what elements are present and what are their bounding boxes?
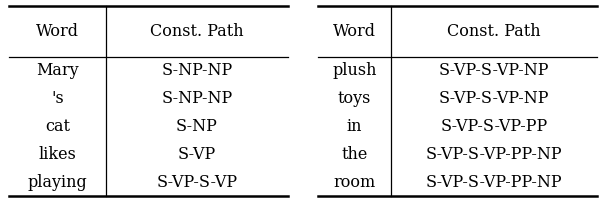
Text: Word: Word bbox=[36, 23, 79, 40]
Text: Word: Word bbox=[333, 23, 376, 40]
Text: in: in bbox=[347, 118, 362, 135]
Text: S-VP-S-VP-NP: S-VP-S-VP-NP bbox=[439, 90, 549, 107]
Text: plush: plush bbox=[332, 62, 377, 79]
Text: room: room bbox=[333, 174, 376, 190]
Text: S-NP-NP: S-NP-NP bbox=[161, 62, 233, 79]
Text: toys: toys bbox=[338, 90, 371, 107]
Text: Mary: Mary bbox=[36, 62, 79, 79]
Text: 's: 's bbox=[51, 90, 64, 107]
Text: S-VP-S-VP: S-VP-S-VP bbox=[156, 174, 238, 190]
Text: Const. Path: Const. Path bbox=[150, 23, 244, 40]
Text: Const. Path: Const. Path bbox=[447, 23, 541, 40]
Text: S-VP-S-VP-PP-NP: S-VP-S-VP-PP-NP bbox=[425, 146, 562, 163]
Text: S-VP-S-VP-PP: S-VP-S-VP-PP bbox=[441, 118, 547, 135]
Text: cat: cat bbox=[45, 118, 70, 135]
Text: likes: likes bbox=[39, 146, 76, 163]
Text: S-NP-NP: S-NP-NP bbox=[161, 90, 233, 107]
Text: the: the bbox=[341, 146, 368, 163]
Text: S-VP: S-VP bbox=[178, 146, 216, 163]
Text: S-VP-S-VP-NP: S-VP-S-VP-NP bbox=[439, 62, 549, 79]
Text: playing: playing bbox=[28, 174, 87, 190]
Text: S-NP: S-NP bbox=[176, 118, 218, 135]
Text: S-VP-S-VP-PP-NP: S-VP-S-VP-PP-NP bbox=[425, 174, 562, 190]
